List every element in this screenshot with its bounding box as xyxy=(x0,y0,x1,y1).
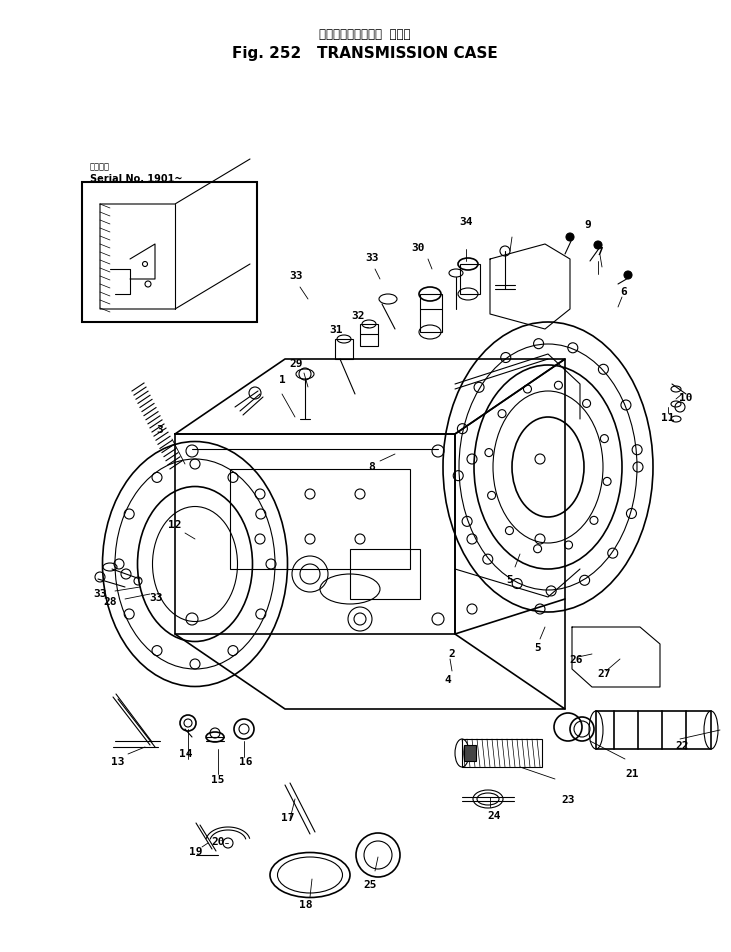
Text: 5: 5 xyxy=(534,643,542,652)
Text: 2: 2 xyxy=(449,648,455,659)
Text: Fig. 252   TRANSMISSION CASE: Fig. 252 TRANSMISSION CASE xyxy=(232,46,498,61)
Text: 19: 19 xyxy=(189,846,202,856)
Text: 5: 5 xyxy=(507,574,513,585)
Text: 20: 20 xyxy=(211,836,224,846)
Text: 10: 10 xyxy=(679,392,693,403)
Text: 6: 6 xyxy=(621,287,627,297)
Text: 13: 13 xyxy=(111,756,125,766)
Text: 17: 17 xyxy=(281,812,295,823)
Circle shape xyxy=(566,234,574,242)
Bar xyxy=(460,265,480,295)
Circle shape xyxy=(594,242,602,249)
Text: 31: 31 xyxy=(329,325,343,335)
Bar xyxy=(350,549,420,600)
Text: 25: 25 xyxy=(363,879,376,889)
Text: 30: 30 xyxy=(412,243,425,252)
Bar xyxy=(596,711,711,749)
Bar xyxy=(464,745,476,762)
Bar xyxy=(360,325,378,347)
Bar xyxy=(230,469,410,569)
Text: 12: 12 xyxy=(168,520,182,529)
Text: 33: 33 xyxy=(94,588,107,599)
Text: 3: 3 xyxy=(156,425,163,434)
Text: 18: 18 xyxy=(299,899,313,909)
Text: 15: 15 xyxy=(211,774,224,784)
Text: 27: 27 xyxy=(597,668,610,678)
Text: 33: 33 xyxy=(289,270,303,281)
Text: 33: 33 xyxy=(149,592,163,603)
Text: 26: 26 xyxy=(569,654,583,664)
Text: 適用号機: 適用号機 xyxy=(90,162,110,170)
Bar xyxy=(462,739,542,767)
Text: 14: 14 xyxy=(179,748,193,758)
Text: 22: 22 xyxy=(675,741,689,750)
Text: 4: 4 xyxy=(444,674,451,684)
Text: 34: 34 xyxy=(459,217,473,227)
Text: 7: 7 xyxy=(596,247,603,257)
Circle shape xyxy=(624,271,632,280)
Text: 33: 33 xyxy=(366,252,379,263)
Text: 28: 28 xyxy=(103,596,117,606)
Text: 24: 24 xyxy=(488,810,501,820)
Text: 21: 21 xyxy=(625,768,639,778)
Bar xyxy=(420,295,442,332)
Text: 32: 32 xyxy=(352,310,365,321)
Text: 1: 1 xyxy=(279,374,285,385)
Text: Serial No. 1901~: Serial No. 1901~ xyxy=(90,174,183,184)
Bar xyxy=(335,340,353,360)
Text: 23: 23 xyxy=(561,794,575,804)
Text: トランスミッション  ケース: トランスミッション ケース xyxy=(319,28,411,41)
Text: 9: 9 xyxy=(585,220,591,229)
Text: 29: 29 xyxy=(289,359,303,368)
Text: 11: 11 xyxy=(662,412,675,423)
Bar xyxy=(82,183,257,323)
Text: 16: 16 xyxy=(239,756,253,766)
Text: 8: 8 xyxy=(368,462,376,471)
